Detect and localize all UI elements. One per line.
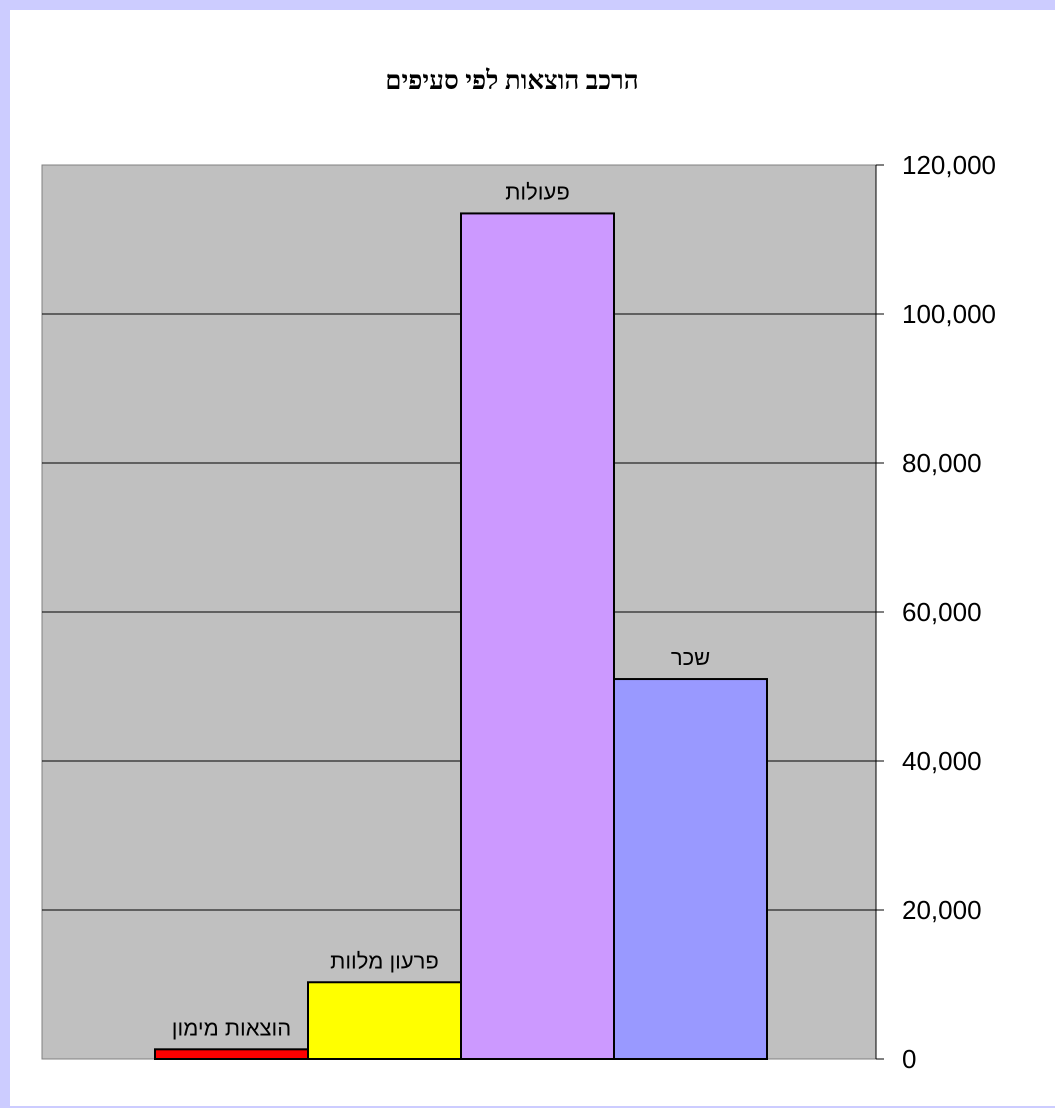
bars	[154, 212, 768, 1061]
bar	[154, 1048, 309, 1060]
bar-label: פרעון מלוות	[330, 948, 439, 973]
bar	[307, 981, 462, 1061]
chart-title: הרכב הוצאות לפי סעיפים	[385, 66, 639, 95]
bar	[460, 212, 615, 1061]
bar-label: פעולות	[505, 179, 570, 204]
y-tick-label: 20,000	[902, 895, 982, 925]
bar	[613, 678, 768, 1060]
bar-labels: הוצאות מימון פרעון מלוות פעולות שכר	[172, 179, 710, 1040]
y-tick-label: 120,000	[902, 150, 996, 180]
bar-label: שכר	[671, 645, 710, 670]
y-tick-label: 60,000	[902, 597, 982, 627]
y-tick-label: 100,000	[902, 299, 996, 329]
y-axis: 0 20,000 40,000 60,000 80,000 100,000 120,000	[875, 150, 996, 1074]
y-tick-label: 80,000	[902, 448, 982, 478]
y-tick-label: 40,000	[902, 746, 982, 776]
bar-label: הוצאות מימון	[172, 1015, 291, 1040]
y-tick-label: 0	[902, 1044, 916, 1074]
